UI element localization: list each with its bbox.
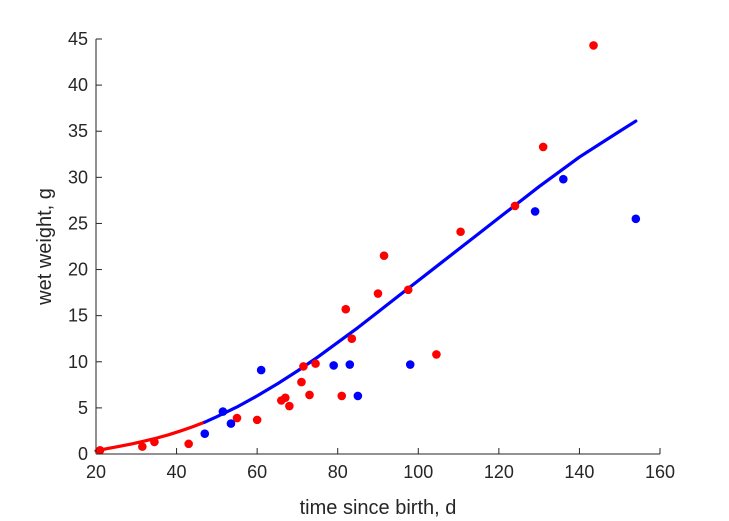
y-tick-label: 10 <box>68 352 88 372</box>
data-point <box>373 289 383 298</box>
data-point <box>138 442 147 451</box>
data-point <box>311 359 320 368</box>
data-point <box>256 365 266 375</box>
x-tick-label: 60 <box>247 462 267 482</box>
data-point <box>403 285 413 295</box>
x-tick-label: 80 <box>328 462 348 482</box>
data-point <box>337 391 347 401</box>
fit-curve-line <box>94 420 207 453</box>
data-point <box>200 429 210 439</box>
x-axis-label: time since birth, d <box>300 497 457 519</box>
data-point <box>405 360 415 369</box>
x-tick-label: 120 <box>484 462 514 482</box>
data-point <box>456 227 465 237</box>
data-point <box>353 391 363 401</box>
x-tick-label: 100 <box>403 462 433 482</box>
data-point <box>218 407 228 416</box>
data-point <box>345 360 355 369</box>
data-point <box>559 174 568 184</box>
data-point <box>281 393 290 403</box>
y-tick-label: 30 <box>68 167 88 187</box>
axes: 20 40 60 80 100 120 140 160 0 5 10 15 20 25 30 35 40 45 <box>68 29 675 482</box>
data-point <box>432 350 441 359</box>
y-tick-label: 45 <box>68 29 88 49</box>
y-tick-label: 40 <box>68 75 88 95</box>
y-axis-label: wet weight, g <box>34 188 56 306</box>
y-tick-label: 15 <box>68 306 88 326</box>
data-point <box>589 41 598 50</box>
data-point <box>379 251 389 261</box>
data-point <box>329 361 338 370</box>
data-point <box>341 304 351 314</box>
y-tick-label: 0 <box>78 444 88 464</box>
data-point <box>285 401 294 411</box>
data-point <box>347 334 357 344</box>
data-point <box>252 415 262 425</box>
data-point <box>150 437 159 447</box>
x-tick-label: 160 <box>645 462 675 482</box>
x-tick-label: 40 <box>167 462 187 482</box>
data-point <box>184 439 193 449</box>
fit-curve-line <box>203 119 638 424</box>
y-tick-label: 20 <box>68 260 88 280</box>
plot-area <box>94 41 641 455</box>
y-tick-label: 25 <box>68 213 88 233</box>
data-point <box>226 419 236 428</box>
data-point <box>530 207 540 216</box>
data-point <box>305 390 314 400</box>
x-tick-label: 20 <box>86 462 106 482</box>
x-tick-label: 140 <box>564 462 594 482</box>
data-point <box>95 446 105 455</box>
data-point <box>299 362 308 371</box>
data-point <box>232 413 242 423</box>
y-tick-label: 5 <box>78 398 88 418</box>
data-point <box>631 214 641 224</box>
y-tick-label: 35 <box>68 121 88 141</box>
data-point <box>297 377 306 387</box>
data-point <box>538 142 548 152</box>
data-point <box>510 201 520 211</box>
